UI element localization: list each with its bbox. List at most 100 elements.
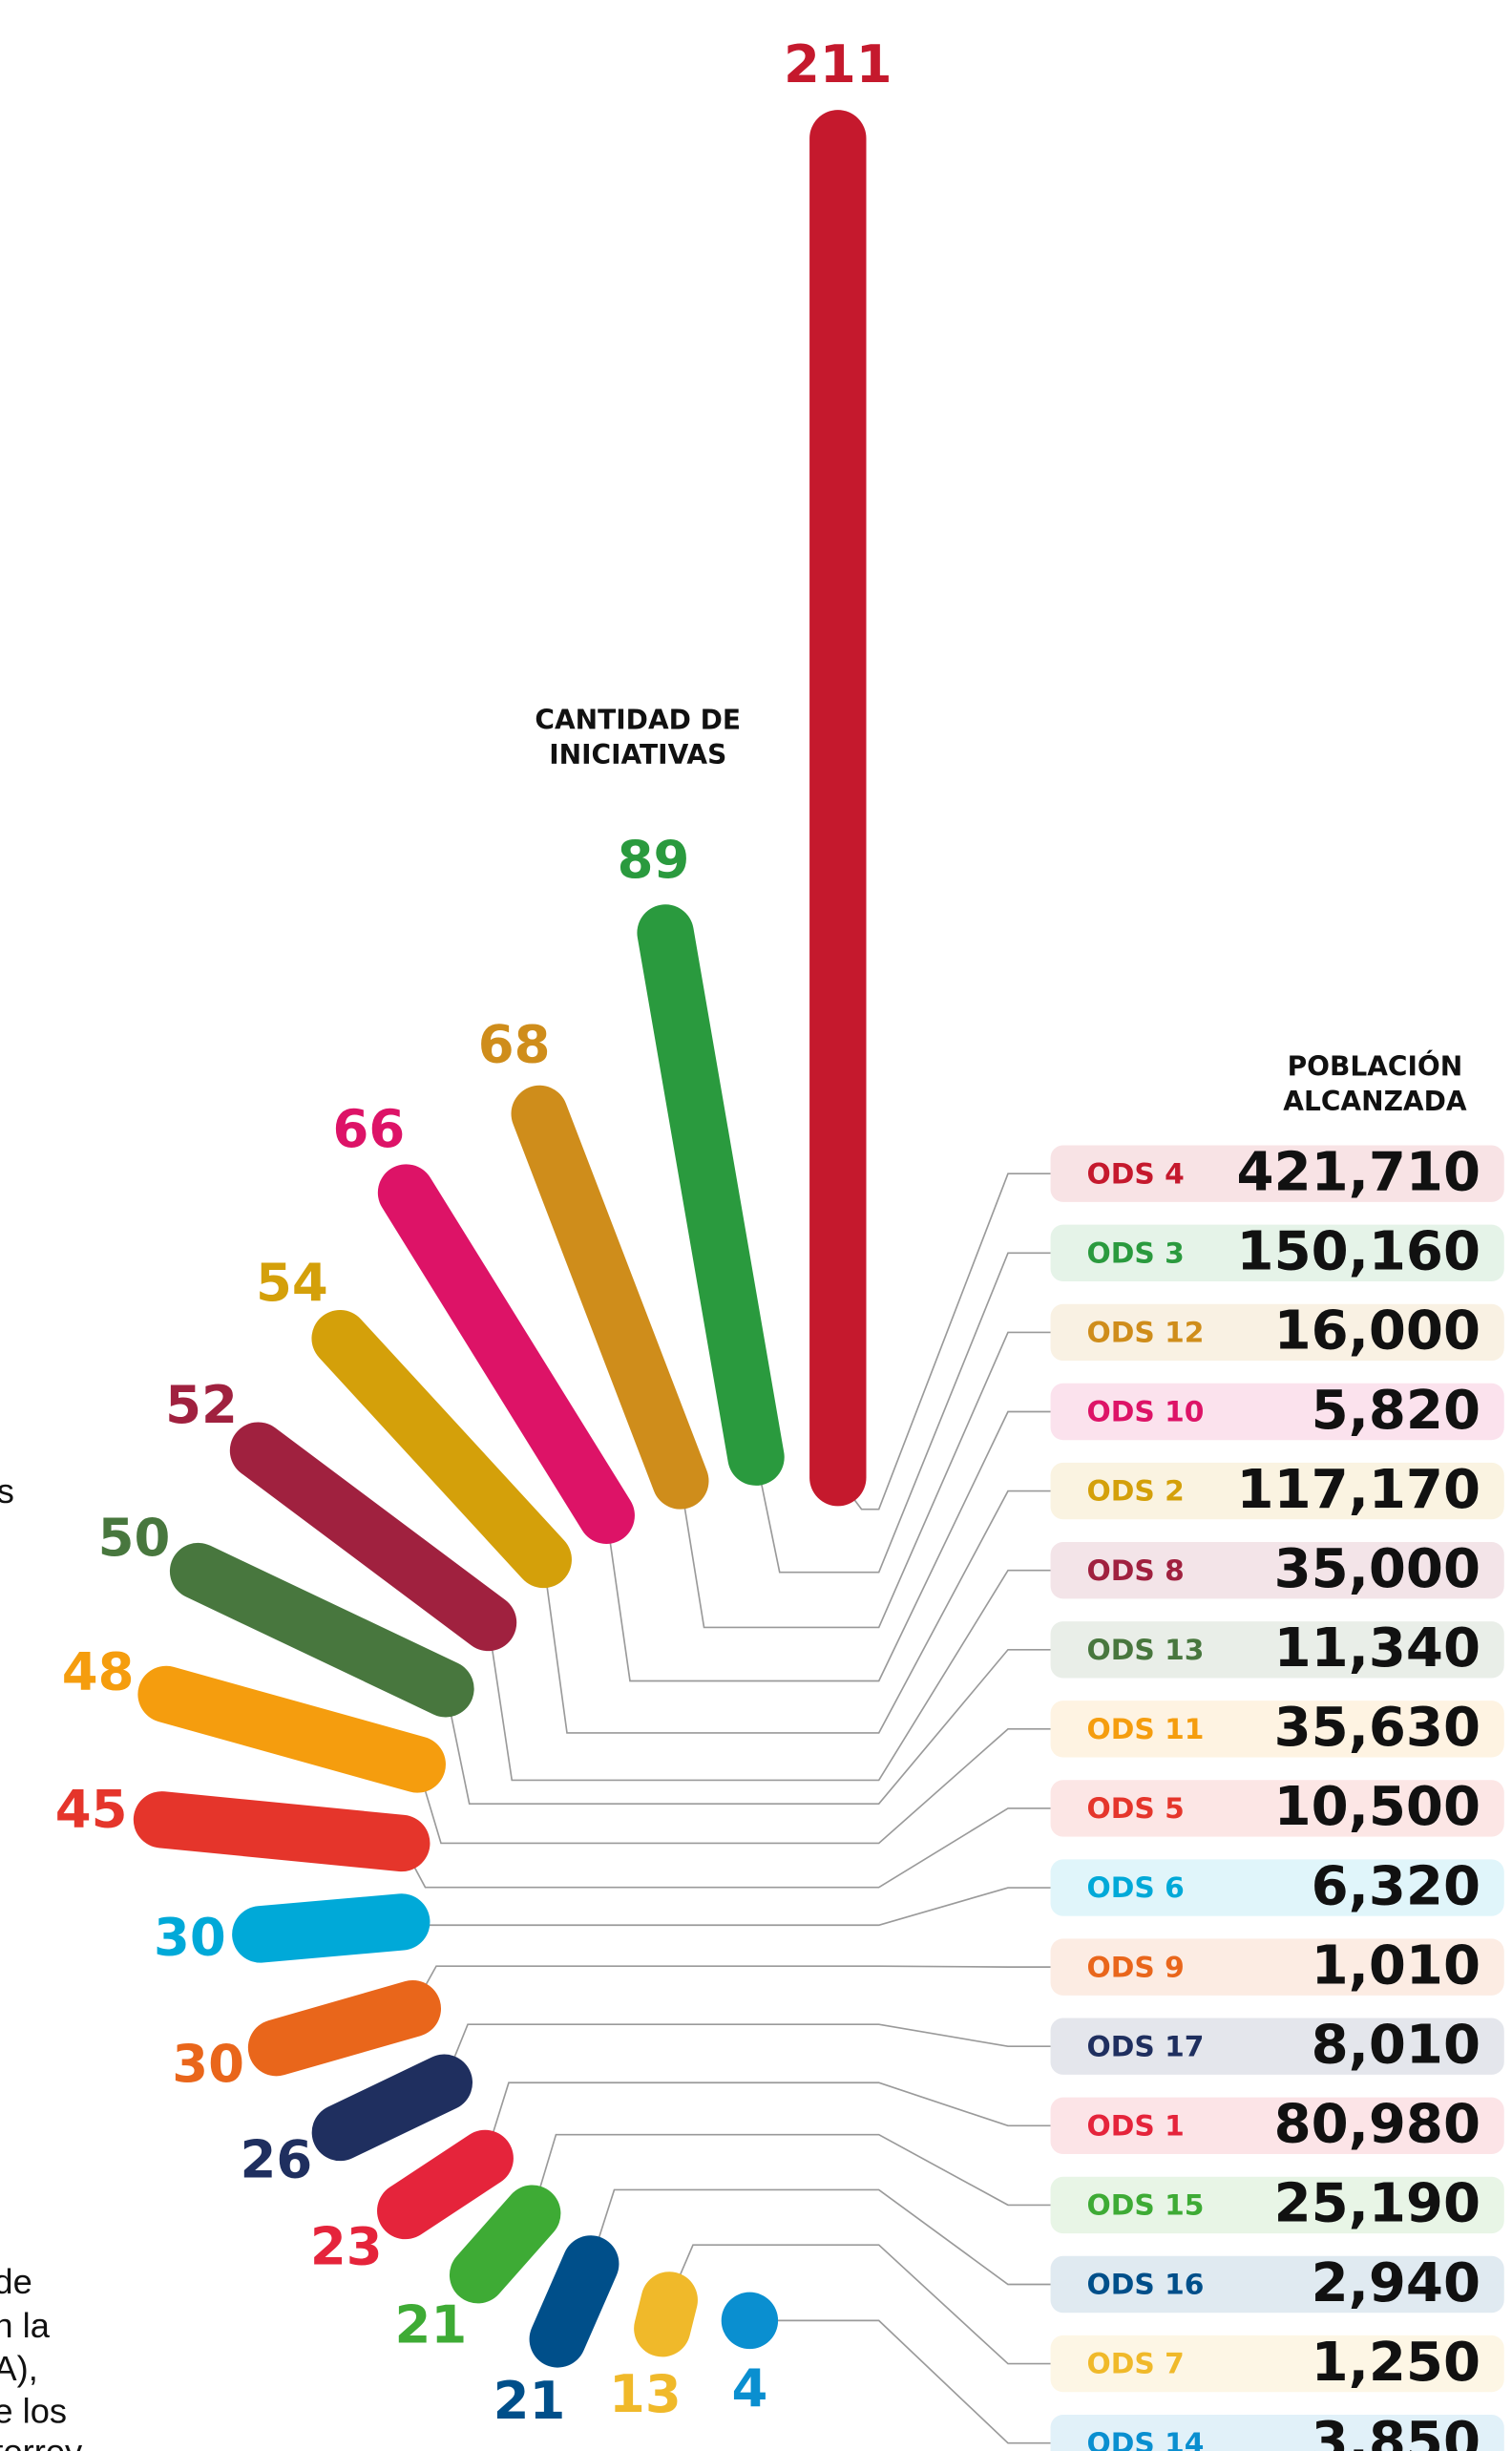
bar	[449, 2185, 561, 2304]
population-value: 8,010	[1312, 2015, 1480, 2077]
side-text: e los	[0, 2391, 67, 2430]
population-value: 117,170	[1237, 1459, 1480, 1521]
population-value: 1,010	[1312, 1934, 1480, 1997]
row-label: ODS 9	[1086, 1951, 1184, 1984]
population-value: 35,630	[1274, 1697, 1480, 1759]
bars-title: INICIATIVAS	[549, 739, 726, 771]
value-label: 211	[784, 33, 892, 95]
population-value: 10,500	[1274, 1776, 1480, 1838]
row-label: ODS 7	[1086, 2348, 1184, 2381]
connector	[679, 1331, 1051, 1629]
connector	[589, 2188, 1051, 2286]
row-label: ODS 14	[1086, 2427, 1204, 2451]
bar	[133, 1791, 430, 1872]
value-label: 21	[494, 2370, 566, 2431]
bar	[377, 1164, 635, 1544]
bar	[311, 2054, 473, 2162]
bar	[377, 2129, 514, 2240]
population-value: 2,940	[1312, 2252, 1480, 2314]
row-background	[1050, 2335, 1504, 2393]
row-label: ODS 2	[1086, 1475, 1184, 1509]
connector	[749, 2319, 1051, 2444]
row-label: ODS 8	[1086, 1554, 1184, 1588]
population-value: 35,000	[1274, 1538, 1480, 1600]
connector	[531, 2133, 1051, 2214]
connector	[416, 1728, 1051, 1845]
row-label: ODS 5	[1086, 1792, 1184, 1826]
value-label: 89	[618, 829, 690, 890]
row-background	[1050, 1621, 1504, 1679]
value-label: 45	[55, 1779, 128, 1840]
row-label: ODS 16	[1086, 2269, 1204, 2302]
row-background	[1050, 2097, 1504, 2155]
row-background	[1050, 1701, 1504, 1758]
row-label: ODS 4	[1086, 1157, 1184, 1191]
value-label: 26	[241, 2129, 313, 2190]
row-background	[1050, 2255, 1504, 2314]
population-value: 25,190	[1274, 2173, 1480, 2235]
connector	[411, 1965, 1051, 2010]
bar	[721, 2292, 779, 2350]
connector	[445, 1648, 1051, 1806]
population-value: 16,000	[1274, 1300, 1480, 1363]
bars-title: CANTIDAD DE	[535, 705, 741, 736]
table-title: POBLACIÓN	[1288, 1050, 1463, 1083]
side-text: de	[0, 2262, 32, 2301]
row-background	[1050, 2176, 1504, 2234]
connector	[755, 1252, 1051, 1574]
bar	[169, 1542, 474, 1718]
bar	[529, 2235, 620, 2368]
connector	[401, 1887, 1051, 1927]
value-label: 21	[395, 2293, 468, 2355]
bar	[232, 1893, 430, 1963]
connector	[487, 1569, 1051, 1782]
connector	[484, 2081, 1051, 2159]
bar	[247, 1979, 442, 2077]
value-label: 68	[478, 1013, 551, 1074]
row-label: ODS 13	[1086, 1634, 1204, 1667]
row-background	[1050, 2414, 1504, 2451]
side-text: terrey,	[0, 2432, 90, 2451]
value-label: 30	[172, 2033, 244, 2094]
population-value: 5,820	[1312, 1380, 1480, 1442]
row-background	[1050, 1780, 1504, 1837]
row-background	[1050, 1224, 1504, 1282]
population-value: 421,710	[1237, 1141, 1480, 1203]
value-label: 50	[98, 1507, 171, 1568]
population-value: 3,850	[1312, 2411, 1480, 2451]
row-background	[1050, 1303, 1504, 1362]
bar	[634, 2271, 698, 2357]
population-value: 6,320	[1312, 1855, 1480, 1917]
value-label: 23	[310, 2215, 383, 2276]
row-label: ODS 15	[1086, 2189, 1204, 2223]
side-text: s	[0, 1471, 14, 1511]
value-label: 54	[256, 1252, 328, 1313]
connector	[542, 1490, 1051, 1734]
value-label: 4	[731, 2357, 767, 2419]
bar	[311, 1310, 572, 1589]
connector	[837, 1173, 1051, 1511]
value-label: 30	[154, 1906, 226, 1967]
connector	[401, 1807, 1051, 1889]
connector	[668, 2244, 1051, 2365]
population-value: 150,160	[1237, 1221, 1480, 1283]
row-background	[1050, 2018, 1504, 2075]
connector	[605, 1410, 1051, 1682]
table-title: ALCANZADA	[1283, 1086, 1467, 1117]
row-background	[1050, 1938, 1504, 1996]
row-label: ODS 1	[1086, 2109, 1184, 2143]
bar	[637, 904, 785, 1486]
row-label: ODS 6	[1086, 1871, 1184, 1905]
row-label: ODS 12	[1086, 1317, 1204, 1350]
connector	[443, 2023, 1051, 2083]
population-value: 80,980	[1274, 2094, 1480, 2156]
row-background	[1050, 1383, 1504, 1441]
bar	[511, 1085, 709, 1510]
row-label: ODS 11	[1086, 1713, 1204, 1746]
value-label: 52	[165, 1374, 238, 1435]
value-label: 48	[62, 1641, 135, 1702]
bar	[229, 1422, 517, 1652]
row-background	[1050, 1145, 1504, 1202]
